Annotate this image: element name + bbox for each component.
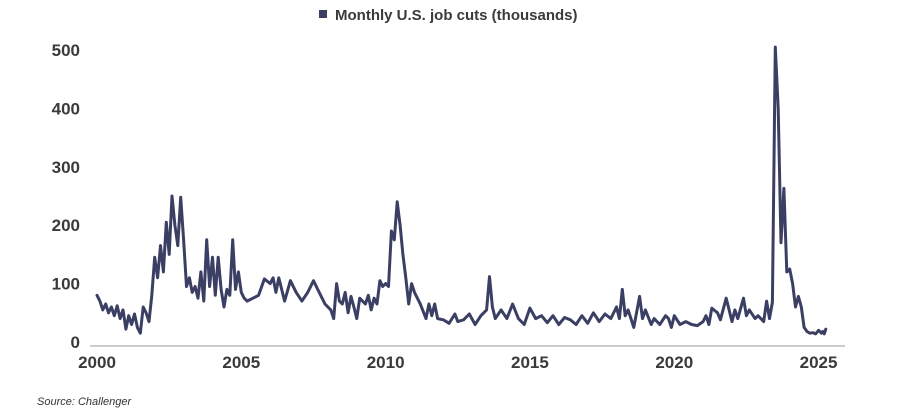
y-axis: 0 100 200 300 400 500 [52, 41, 80, 352]
x-tick-label: 2025 [800, 353, 838, 372]
source-note: Source: Challenger [37, 396, 132, 408]
series-line-job-cuts [95, 45, 828, 336]
x-tick-label: 2005 [222, 353, 260, 372]
y-tick-label: 0 [71, 333, 80, 352]
y-tick-label: 300 [52, 158, 80, 177]
legend-swatch [319, 10, 327, 18]
y-tick-label: 100 [52, 275, 80, 294]
legend-label: Monthly U.S. job cuts (thousands) [335, 7, 578, 24]
y-tick-label: 400 [52, 99, 80, 118]
x-tick-label: 2020 [655, 353, 693, 372]
y-tick-label: 500 [52, 41, 80, 60]
x-axis: 2000 2005 2010 2015 2020 2025 [78, 345, 845, 372]
x-tick-label: 2015 [511, 353, 549, 372]
x-tick-label: 2000 [78, 353, 116, 372]
x-tick-label: 2010 [367, 353, 405, 372]
y-tick-label: 200 [52, 216, 80, 235]
legend: Monthly U.S. job cuts (thousands) [319, 7, 578, 24]
